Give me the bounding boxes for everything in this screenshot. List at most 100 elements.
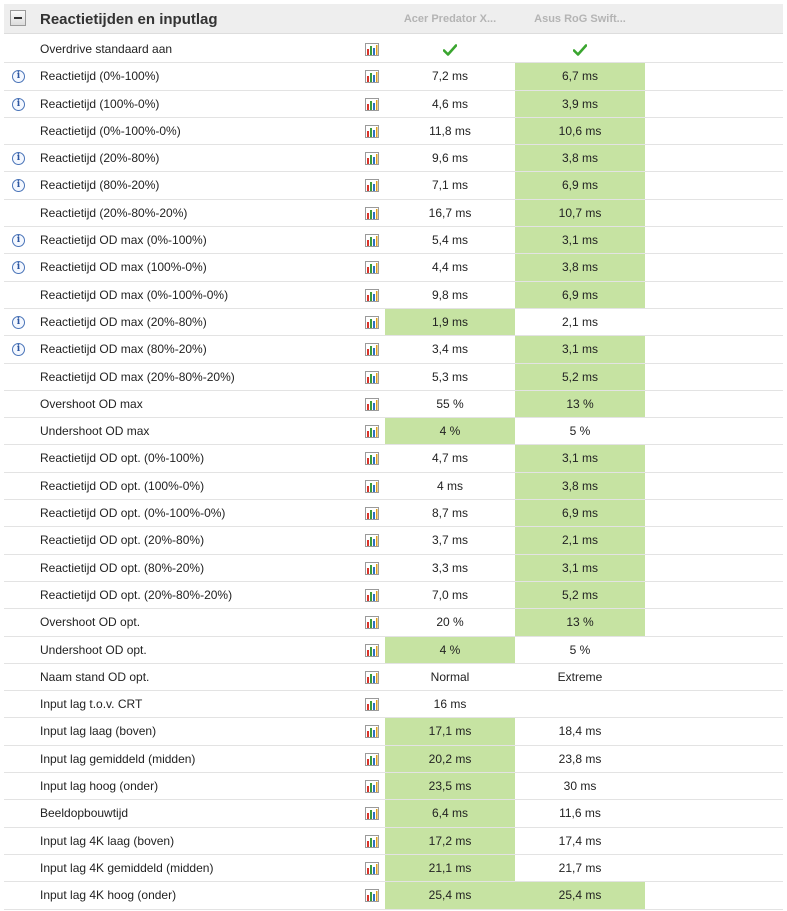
bar-chart-icon[interactable] <box>365 588 379 602</box>
bar-chart-icon[interactable] <box>365 288 379 302</box>
value-cell-product-1: 9,6 ms <box>431 151 468 166</box>
value-cell-product-2: 13 % <box>515 390 645 418</box>
bar-chart-icon[interactable] <box>365 315 379 329</box>
value-cell-product-1: 1,9 ms <box>385 308 515 336</box>
row-label: Reactietijd (80%-20%) <box>40 178 160 193</box>
value-cell-product-1: 4 % <box>385 418 515 445</box>
value-cell-product-1 <box>385 36 515 62</box>
bar-chart-icon[interactable] <box>365 780 379 794</box>
row-label: Reactietijd OD opt. (0%-100%) <box>40 451 205 466</box>
table-row: Naam stand OD opt. Normal Extreme <box>4 664 783 692</box>
value-cell-product-1: 21,1 ms <box>385 854 515 882</box>
table-row: Reactietijd (0%-100%-0%) 11,8 ms 10,6 ms <box>4 117 783 146</box>
row-label: Reactietijd (20%-80%) <box>40 151 160 166</box>
bar-chart-icon[interactable] <box>365 534 379 548</box>
value-cell-product-2 <box>515 691 645 717</box>
value-cell-product-2: 30 ms <box>563 779 597 794</box>
info-icon[interactable]: i <box>12 179 25 193</box>
bar-chart-icon[interactable] <box>365 261 379 275</box>
bar-chart-icon[interactable] <box>365 507 379 521</box>
bar-chart-icon[interactable] <box>365 807 379 821</box>
bar-chart-icon[interactable] <box>365 43 379 56</box>
table-row: Reactietijd OD opt. (80%-20%) 3,3 ms 3,1 m… <box>4 554 783 582</box>
bar-chart-icon[interactable] <box>365 179 379 193</box>
row-label: Reactietijd (0%-100%) <box>40 69 160 84</box>
row-label: Input lag t.o.v. CRT <box>40 697 143 712</box>
value-cell-product-1: 17,2 ms <box>385 827 515 854</box>
bar-chart-icon[interactable] <box>365 861 379 875</box>
section-header: Reactietijden en inputlag Acer Predator … <box>4 4 783 34</box>
bar-chart-icon[interactable] <box>365 234 379 248</box>
bar-chart-icon[interactable] <box>365 670 379 684</box>
table-row: Reactietijd OD opt. (20%-80%) 3,7 ms 2,1 m… <box>4 527 783 555</box>
info-icon[interactable]: i <box>12 97 25 111</box>
row-label: Undershoot OD max <box>40 424 150 439</box>
info-icon[interactable]: i <box>12 70 25 84</box>
value-cell-product-2: 3,1 ms <box>515 445 645 472</box>
bar-chart-icon[interactable] <box>365 834 379 848</box>
row-label: Input lag 4K laag (boven) <box>40 833 175 848</box>
table-row: Input lag hoog (onder) 23,5 ms 30 ms <box>4 773 783 801</box>
table-row: i Reactietijd OD max (20%-80%) 1,9 ms 2,1 m… <box>4 308 783 337</box>
collapse-section-button[interactable] <box>10 10 26 26</box>
value-cell-product-2: 18,4 ms <box>558 724 602 739</box>
product-column-header-1[interactable]: Acer Predator X... <box>403 13 497 25</box>
value-cell-product-1: 55 % <box>436 396 464 411</box>
table-row: i Reactietijd (20%-80%) 9,6 ms 3,8 ms <box>4 145 783 173</box>
row-label: Reactietijd OD opt. (0%-100%-0%) <box>40 506 226 521</box>
table-row: i Reactietijd (80%-20%) 7,1 ms 6,9 ms <box>4 172 783 200</box>
bar-chart-icon[interactable] <box>365 397 379 411</box>
bar-chart-icon[interactable] <box>365 643 379 657</box>
table-row: i Reactietijd (0%-100%) 7,2 ms 6,7 ms <box>4 63 783 91</box>
value-cell-product-1: Normal <box>430 669 470 684</box>
value-cell-product-2: 6,9 ms <box>515 281 645 308</box>
row-label: Undershoot OD opt. <box>40 642 147 657</box>
section-title: Reactietijden en inputlag <box>40 11 218 28</box>
table-row: Reactietijd (20%-80%-20%) 16,7 ms 10,7 ms <box>4 199 783 228</box>
info-icon[interactable]: i <box>12 343 25 357</box>
bar-chart-icon[interactable] <box>365 370 379 384</box>
bar-chart-icon[interactable] <box>365 425 379 439</box>
bar-chart-icon[interactable] <box>365 725 379 739</box>
value-cell-product-1: 7,2 ms <box>431 69 468 84</box>
value-cell-product-2: 13 % <box>515 609 645 636</box>
info-icon[interactable]: i <box>12 315 25 329</box>
row-label: Reactietijd OD max (20%-80%) <box>40 314 207 329</box>
bar-chart-icon[interactable] <box>365 70 379 84</box>
table-row: i Reactietijd OD max (80%-20%) 3,4 ms 3,1 m… <box>4 336 783 364</box>
bar-chart-icon[interactable] <box>365 616 379 630</box>
bar-chart-icon[interactable] <box>365 452 379 466</box>
bar-chart-icon[interactable] <box>365 206 379 220</box>
bar-chart-icon[interactable] <box>365 97 379 111</box>
spec-rows: Overdrive standaard aan i Reactietijd (0%-… <box>4 36 783 910</box>
value-cell-product-1: 5,3 ms <box>431 369 468 384</box>
table-row: Undershoot OD max 4 % 5 % <box>4 418 783 446</box>
value-cell-product-1: 20,2 ms <box>385 745 515 773</box>
table-row: Reactietijd OD max (20%-80%-20%) 5,3 ms 5,… <box>4 363 783 391</box>
value-cell-product-1: 4,6 ms <box>431 96 468 111</box>
bar-chart-icon[interactable] <box>365 889 379 903</box>
info-icon[interactable]: i <box>12 234 25 248</box>
table-row: Input lag 4K laag (boven) 17,2 ms 17,4 ms <box>4 827 783 855</box>
row-label: Overshoot OD max <box>40 396 143 411</box>
value-cell-product-1: 3,7 ms <box>431 533 468 548</box>
value-cell-product-2: 3,1 ms <box>515 336 645 363</box>
row-label: Input lag laag (boven) <box>40 724 157 739</box>
product-column-header-2[interactable]: Asus RoG Swift... <box>534 13 626 25</box>
value-cell-product-1: 23,5 ms <box>385 773 515 800</box>
bar-chart-icon[interactable] <box>365 152 379 166</box>
info-icon[interactable]: i <box>12 152 25 166</box>
row-label: Reactietijd OD opt. (100%-0%) <box>40 478 205 493</box>
value-cell-product-2: 10,7 ms <box>515 199 645 227</box>
bar-chart-icon[interactable] <box>365 343 379 357</box>
row-label: Reactietijd OD max (100%-0%) <box>40 260 207 275</box>
bar-chart-icon[interactable] <box>365 698 379 712</box>
info-icon[interactable]: i <box>12 261 25 275</box>
bar-chart-icon[interactable] <box>365 479 379 493</box>
bar-chart-icon[interactable] <box>365 124 379 138</box>
value-cell-product-1: 6,4 ms <box>385 800 515 827</box>
bar-chart-icon[interactable] <box>365 561 379 575</box>
bar-chart-icon[interactable] <box>365 752 379 766</box>
table-row: Reactietijd OD max (0%-100%-0%) 9,8 ms 6,9… <box>4 281 783 309</box>
